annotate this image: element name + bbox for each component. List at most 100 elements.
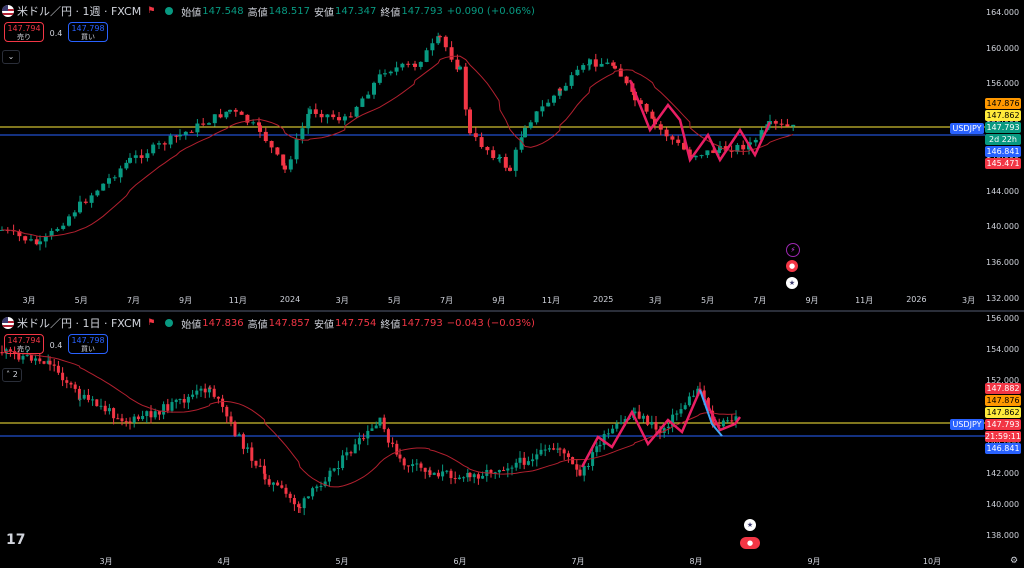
sell-label: 売り — [17, 345, 31, 353]
collapse-indicators-button[interactable]: ˄ 2 — [2, 368, 22, 382]
open-label: 始値 — [181, 7, 202, 19]
candle-body — [207, 387, 211, 393]
candle-body — [441, 471, 445, 477]
buy-button[interactable]: 147.798 買い — [68, 334, 108, 354]
candle-body — [619, 422, 623, 424]
candle-body — [170, 402, 174, 411]
time-tick-label: 2024 — [279, 295, 301, 304]
candle-body — [498, 156, 502, 158]
candle-body — [615, 423, 619, 429]
candle-body — [675, 413, 679, 415]
candle-body — [118, 168, 123, 178]
candle-body — [345, 452, 349, 456]
candle-body — [216, 396, 220, 399]
weekly-candlestick-chart[interactable] — [0, 0, 1024, 310]
candle-body — [29, 239, 33, 241]
sell-price: 147.794 — [7, 336, 41, 345]
candle-body — [624, 76, 629, 84]
candle-body — [218, 114, 223, 118]
time-tick-label: 9月 — [805, 296, 819, 305]
candle-body — [436, 472, 440, 477]
candle-body — [349, 452, 353, 454]
candle-body — [388, 71, 393, 74]
high-label: 高値 — [247, 7, 268, 19]
candle-body — [513, 149, 518, 171]
candle-body — [139, 155, 144, 158]
close-value: 147.793 — [401, 5, 443, 17]
candle-body — [67, 216, 71, 226]
candle-body — [566, 453, 570, 458]
us-event-icon[interactable]: ★ — [786, 277, 798, 289]
candle-body — [717, 150, 721, 153]
candle-body — [682, 142, 686, 150]
price-tick-label: 136.000 — [986, 257, 1020, 267]
candle-body — [510, 467, 514, 469]
candle-body — [83, 201, 88, 203]
candle-body — [729, 150, 734, 152]
time-tick-label: 10月 — [922, 557, 942, 566]
daily-chart-pane[interactable]: 米ドル／円 · 1日 · FXCM ⚑ 始値 147.836 高値 147.857 … — [0, 312, 1024, 568]
collapse-chevron-icon[interactable]: ⌄ — [2, 50, 20, 64]
settings-gear-icon[interactable]: ⚙ — [1010, 556, 1019, 566]
candle-body — [65, 380, 69, 383]
candle-body — [571, 457, 575, 465]
weekly-chart-pane[interactable]: 米ドル／円 · 1週 · FXCM ⚑ 始値 147.548 高値 148.517 … — [0, 0, 1024, 338]
candle-body — [591, 452, 595, 466]
candle-body — [288, 159, 293, 170]
time-tick-label: 5月 — [335, 557, 349, 566]
candle-body — [55, 228, 60, 231]
time-tick-label: 5月 — [74, 296, 88, 305]
candle-body — [523, 127, 527, 138]
candle-body — [145, 411, 149, 416]
candle-body — [91, 399, 95, 401]
japan-event-icon[interactable]: ● — [740, 537, 760, 549]
price-tag: 2d 22h — [985, 134, 1021, 145]
candle-body — [168, 135, 173, 145]
candle-body — [759, 130, 764, 140]
candle-body — [189, 131, 194, 133]
candle-body — [611, 62, 616, 66]
candle-body — [436, 36, 441, 44]
time-tick-label: 6月 — [453, 557, 467, 566]
candle-body — [473, 133, 478, 138]
candle-body — [531, 459, 535, 462]
candle-body — [311, 488, 315, 497]
candle-body — [332, 468, 336, 471]
time-tick-label: 5月 — [387, 296, 401, 305]
symbol-tag: USDJPY — [950, 419, 984, 430]
candle-body — [398, 454, 402, 459]
symbol-title[interactable]: 米ドル／円 · 1日 · FXCM — [17, 317, 142, 330]
candle-body — [534, 111, 539, 123]
candle-body — [157, 143, 161, 145]
us-event-icon[interactable]: ★ — [744, 519, 756, 531]
candle-body — [779, 123, 784, 125]
sell-button[interactable]: 147.794 売り — [4, 22, 44, 42]
candle-body — [327, 476, 331, 482]
candle-body — [300, 128, 305, 140]
candle-body — [354, 106, 359, 117]
candle-body — [587, 64, 591, 66]
candle-body — [366, 430, 370, 439]
daily-candlestick-chart[interactable] — [0, 312, 1024, 568]
candle-body — [522, 457, 526, 465]
candle-body — [633, 411, 637, 414]
usd-flag-icon — [2, 317, 14, 329]
candle-body — [52, 364, 56, 366]
lightning-event-icon[interactable]: ⚡ — [786, 243, 800, 257]
candle-body — [650, 422, 654, 425]
candle-body — [308, 109, 312, 114]
candle-body — [546, 102, 551, 107]
candle-body — [785, 124, 790, 127]
candle-body — [479, 137, 484, 147]
candle-body — [353, 444, 357, 454]
pane-separator[interactable] — [0, 310, 1024, 312]
sell-button[interactable]: 147.794 売り — [4, 334, 44, 354]
candle-body — [453, 478, 457, 480]
buy-button[interactable]: 147.798 買い — [68, 22, 108, 42]
candle-body — [394, 67, 399, 72]
price-tick-label: 152.000 — [986, 376, 1020, 385]
tradingview-logo-icon[interactable]: 17 — [6, 532, 26, 548]
price-tag: 147.793 — [985, 122, 1021, 133]
symbol-title[interactable]: 米ドル／円 · 1週 · FXCM — [17, 5, 142, 18]
japan-event-icon[interactable]: ● — [786, 260, 798, 272]
